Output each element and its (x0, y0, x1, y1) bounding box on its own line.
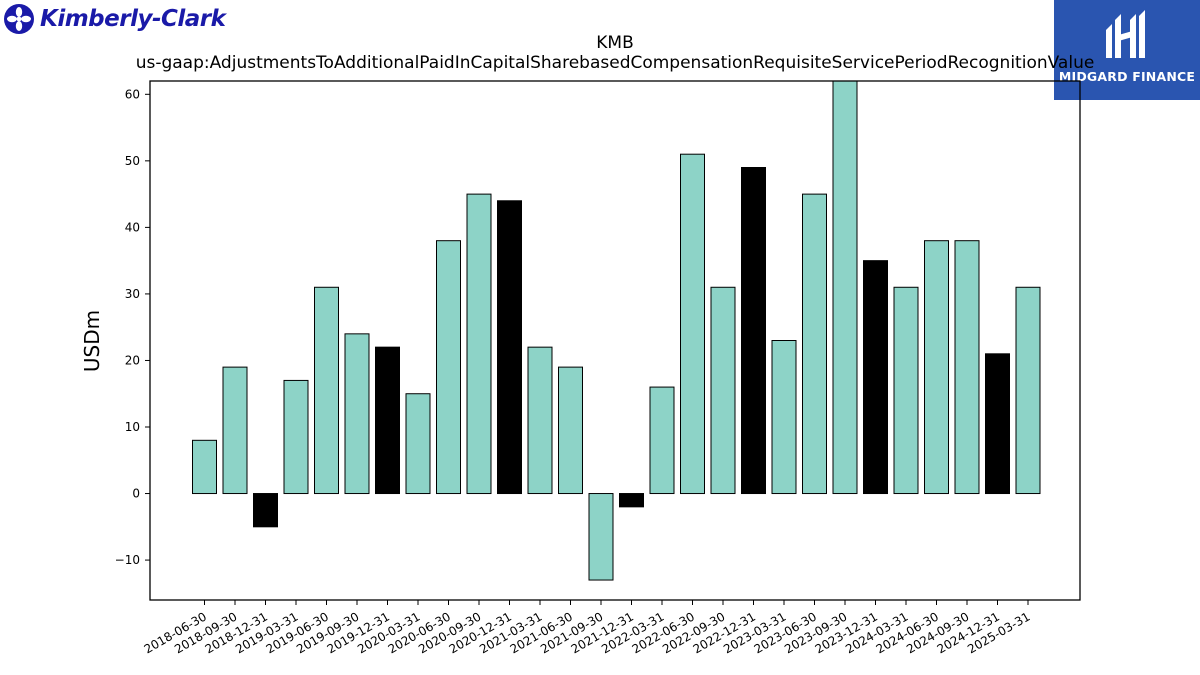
bar-2022-12-31 (741, 167, 766, 495)
x-axis-ticks: 2018-06-302018-09-302018-12-312019-03-31… (142, 600, 1033, 656)
y-axis-ticks: −10 0 10 20 30 40 50 60 (115, 87, 150, 567)
bar-2020-06-30 (436, 240, 461, 495)
bars-group (192, 80, 1041, 581)
bar-2021-06-30 (558, 366, 583, 495)
bar-2022-09-30 (710, 286, 736, 495)
bar-2020-09-30 (466, 193, 492, 495)
bar-2024-03-31 (893, 286, 919, 495)
kimberly-clark-brand: Kimberly-Clark (40, 6, 226, 32)
bar-2019-12-31 (375, 346, 400, 495)
bar-2021-12-31 (619, 493, 644, 508)
chart-subtitle: us-gaap:AdjustmentsToAdditionalPaidInCap… (136, 53, 1095, 73)
bar-2024-09-30 (954, 240, 980, 495)
bar-2019-03-31 (283, 379, 309, 495)
bar-2018-09-30 (222, 366, 248, 495)
y-tick-label: −10 (115, 553, 140, 567)
y-tick-label: 60 (125, 87, 140, 101)
y-tick-label: 10 (125, 420, 140, 434)
y-tick-label: 30 (125, 287, 140, 301)
midgard-finance-logo: MIDGARD FINANCE (1054, 0, 1200, 100)
plot-frame (149, 80, 1081, 601)
bar-2019-09-30 (344, 333, 370, 495)
y-tick-label: 20 (125, 353, 140, 367)
midgard-finance-brand: MIDGARD FINANCE (1058, 69, 1196, 84)
bar-2018-12-31 (253, 493, 278, 528)
bar-2023-09-30 (832, 80, 858, 495)
kimberly-clark-emblem-icon (4, 4, 34, 34)
chart-title: KMB (596, 33, 633, 53)
y-tick-label: 40 (125, 220, 140, 234)
bar-2021-03-31 (527, 346, 553, 495)
y-tick-label: 0 (132, 487, 140, 501)
midgard-finance-emblem-icon (1106, 10, 1145, 58)
y-tick-label: 50 (125, 154, 140, 168)
bar-2023-06-30 (802, 193, 827, 495)
bar-2020-03-31 (405, 393, 431, 495)
bar-2019-06-30 (314, 286, 339, 495)
bar-2023-03-31 (771, 340, 797, 495)
y-axis-label: USDm (80, 310, 104, 372)
bar-2022-03-31 (649, 386, 675, 495)
bar-2021-09-30 (588, 493, 614, 581)
bar-2018-06-30 (192, 439, 217, 495)
bar-2022-06-30 (680, 153, 705, 495)
bar-2025-03-31 (1015, 286, 1041, 495)
bar-2023-12-31 (863, 260, 888, 495)
bar-2020-12-31 (497, 200, 522, 495)
kimberly-clark-logo: Kimberly-Clark (4, 2, 226, 36)
bar-2024-12-31 (985, 353, 1010, 495)
bar-2024-06-30 (924, 240, 949, 495)
